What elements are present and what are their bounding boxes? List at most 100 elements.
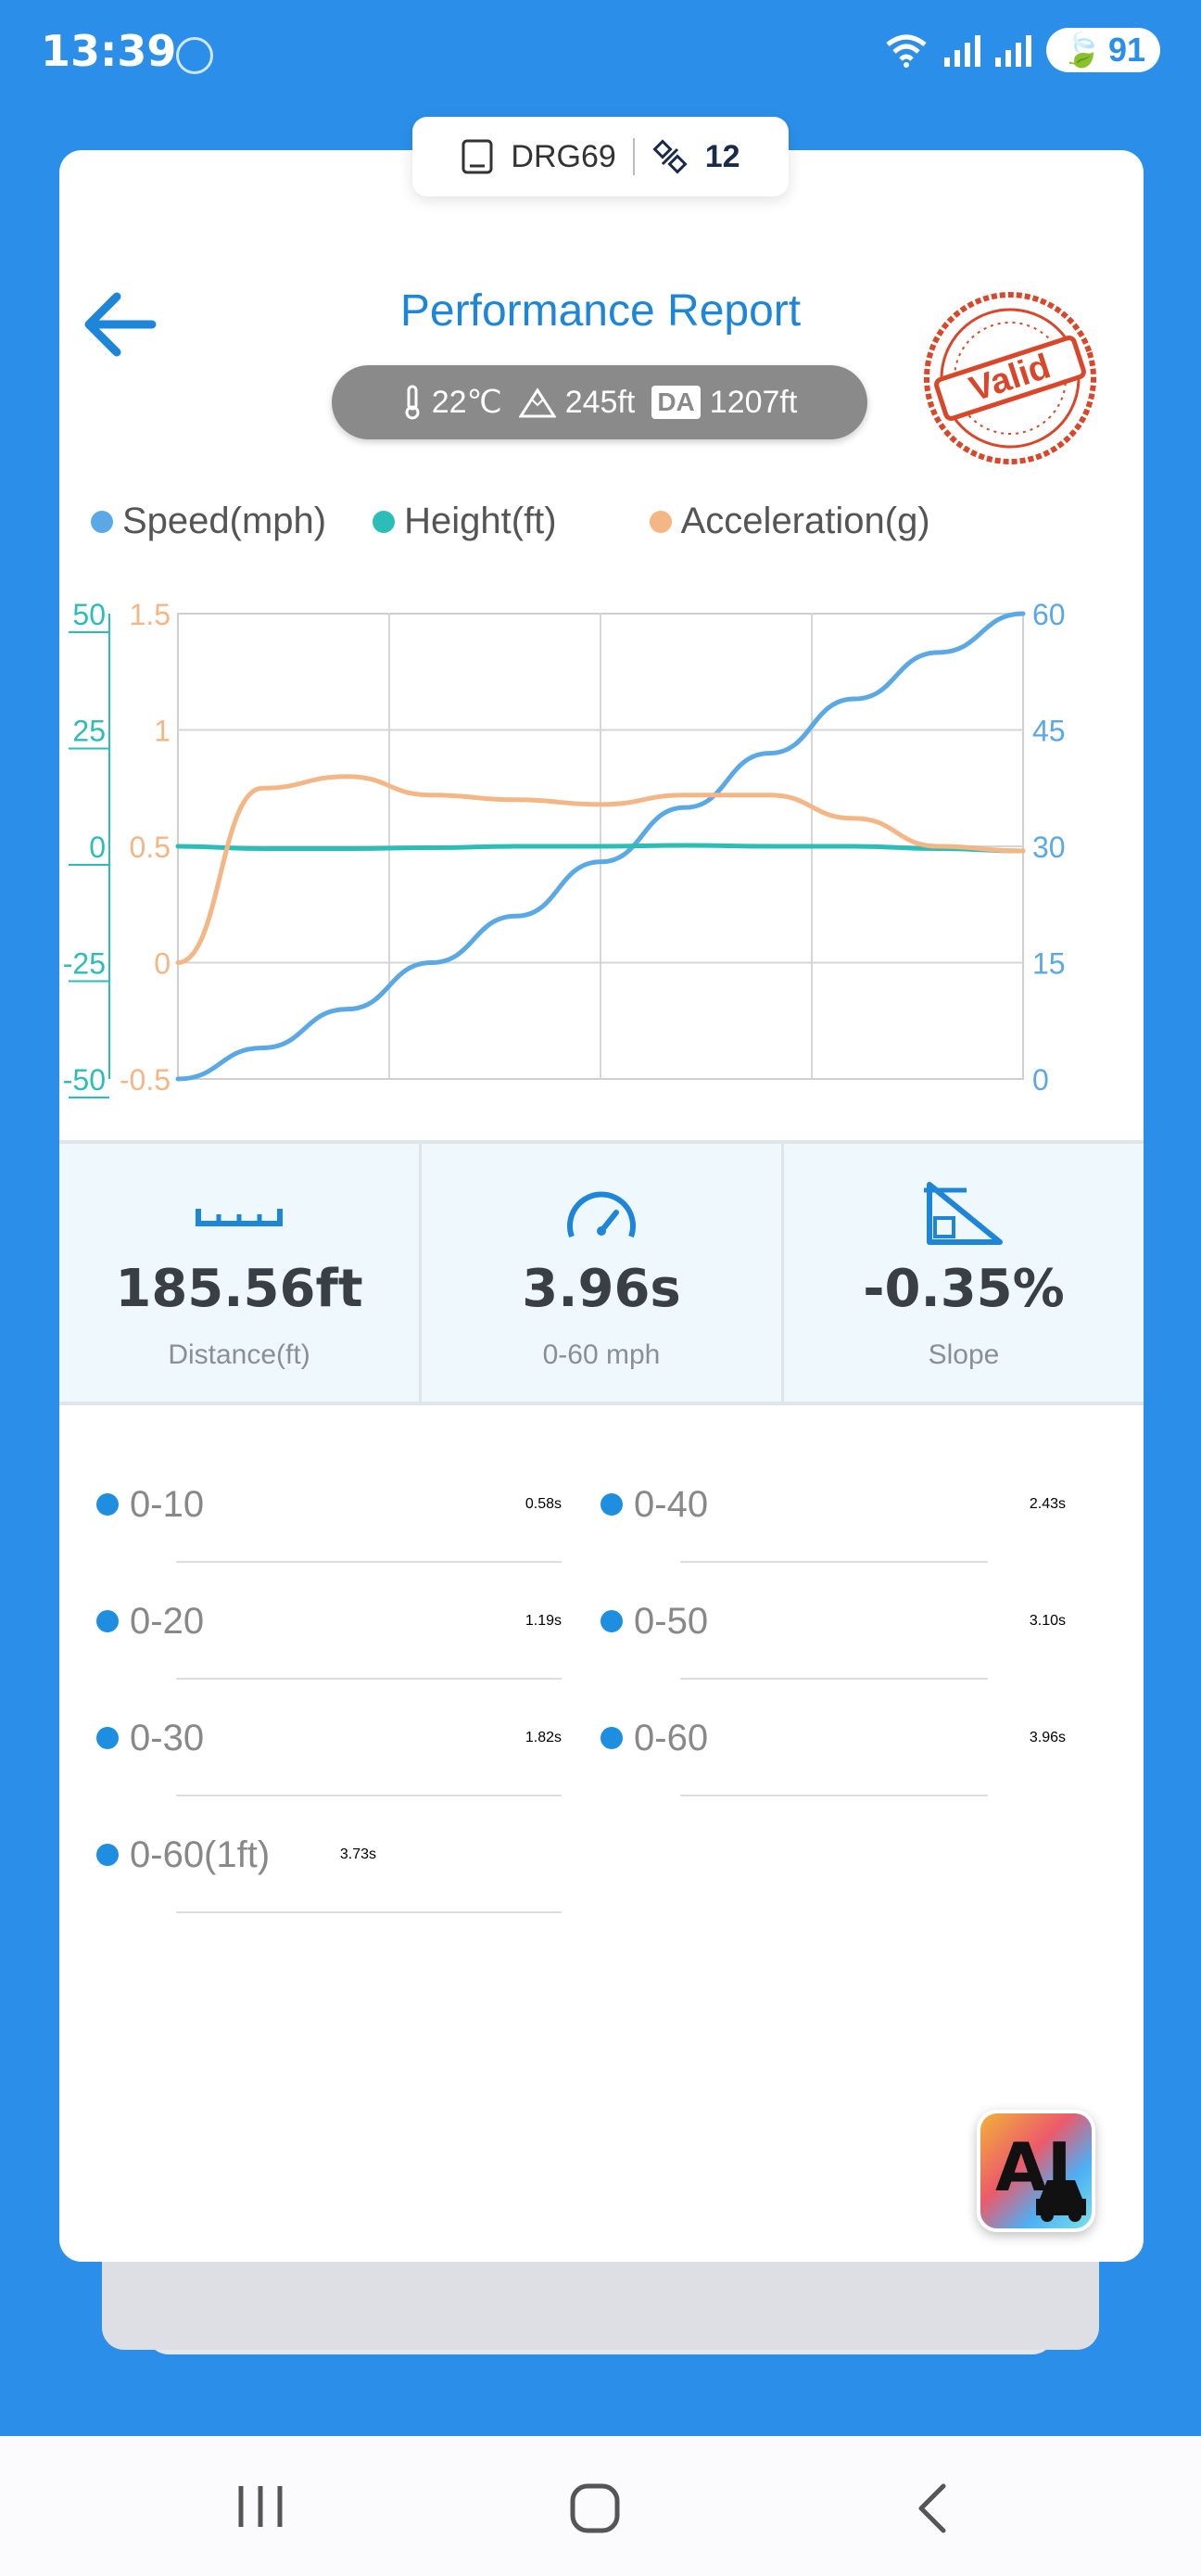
page-title: Performance Report (399, 286, 802, 336)
tick-label-height: -50 (63, 1063, 106, 1097)
signal-icon-1 (944, 33, 981, 67)
split-item: 0-30 1.82s (96, 1680, 562, 1796)
bullet-icon (600, 1610, 623, 1632)
split-item: 0-40 2.43s (600, 1446, 1066, 1563)
slope-label: Slope (928, 1339, 1000, 1370)
ruler-icon (196, 1209, 283, 1226)
tick-label-speed: 15 (1032, 947, 1066, 981)
split-item: 0-60 3.96s (600, 1680, 1066, 1796)
system-nav-bar (0, 2436, 1201, 2576)
zero-sixty-value: 3.96s (522, 1259, 681, 1319)
tick-label-speed: 0 (1032, 1063, 1049, 1097)
split-item: 0-20 1.19s (96, 1563, 562, 1680)
legend-item-speed[interactable]: Speed(mph) (91, 501, 326, 542)
legend-label: Height(ft) (404, 501, 557, 541)
series-line-left1 (175, 843, 1026, 854)
battery-level: 91 (1107, 31, 1145, 69)
valid-stamp-icon: Valid (924, 292, 1096, 464)
battery-indicator: 🍃 91 (1046, 28, 1160, 72)
tick-label-height: 25 (72, 715, 106, 748)
da-badge: DA (651, 386, 701, 419)
tick-label-speed: 45 (1032, 715, 1066, 748)
split-label: 0-10 (130, 1483, 205, 1525)
bullet-icon (600, 1727, 623, 1749)
stat-zero-sixty: 3.96s 0-60 mph (422, 1144, 784, 1402)
split-value: 3.73s (339, 1846, 376, 1862)
satellite-icon (652, 139, 688, 174)
device-icon (461, 139, 493, 174)
bullet-icon (600, 1493, 623, 1516)
zero-sixty-label: 0-60 mph (542, 1339, 661, 1370)
stats-panel: 185.56ft Distance(ft) 3.96s 0-60 mph -0.… (59, 1140, 1144, 1405)
chart-legend: Speed(mph) Height(ft) Acceleration(g) (91, 501, 977, 542)
legend-dot (91, 510, 113, 533)
split-value: 0.58s (525, 1496, 562, 1512)
status-bar: 13:39 🍃 91 (0, 0, 1201, 102)
back-arrow-icon[interactable] (80, 287, 158, 362)
series-line-left2 (175, 774, 1026, 965)
tick-label-height: 0 (89, 831, 106, 864)
tick-label-speed: 60 (1032, 598, 1066, 631)
stat-slope: -0.35% Slope (784, 1144, 1144, 1402)
bullet-icon (96, 1727, 119, 1749)
split-value: 3.10s (1029, 1613, 1066, 1629)
split-item: 0-60(1ft) 3.73s (96, 1796, 562, 1913)
density-altitude: 1207ft (709, 384, 798, 420)
tick-label-height: -25 (63, 947, 106, 981)
ai-assistant-button[interactable]: AI (977, 2110, 1095, 2232)
performance-chart: 50 25 0 -25 -50 1.5 1 0.5 0 -0.5 60 45 30 15 0 (63, 598, 1066, 1098)
split-label: 0-60(1ft) (130, 1834, 271, 1875)
legend-item-height[interactable]: Height(ft) (373, 501, 557, 542)
divider (680, 1561, 988, 1563)
satellite-count: 12 (704, 138, 740, 174)
divider (176, 1561, 562, 1563)
bullet-icon (96, 1610, 119, 1632)
status-icons: 🍃 91 (883, 28, 1160, 72)
car-icon (1036, 2180, 1086, 2222)
speedometer-icon (567, 1191, 636, 1238)
legend-label: Acceleration(g) (680, 501, 930, 541)
signal-icon-2 (995, 33, 1032, 67)
conditions-pill: 22℃ 245ft DA 1207ft (332, 365, 867, 439)
tick-label-acceleration: 1.5 (130, 598, 171, 631)
device-name: DRG69 (511, 138, 616, 174)
divider (680, 1678, 988, 1680)
legend-dot (649, 510, 672, 533)
notification-icon (176, 37, 213, 74)
tick-label-acceleration: 1 (154, 715, 171, 748)
split-value: 3.96s (1029, 1730, 1066, 1745)
series-line-right (175, 611, 1026, 1082)
split-item: 0-10 0.58s (96, 1446, 562, 1563)
split-label: 0-50 (634, 1600, 709, 1642)
chart-lines (175, 611, 1026, 1082)
altitude: 245ft (564, 384, 636, 420)
split-value: 1.19s (525, 1613, 562, 1629)
back-icon[interactable] (914, 2482, 951, 2534)
legend-item-acceleration[interactable]: Acceleration(g) (649, 501, 930, 542)
split-value: 1.82s (525, 1730, 562, 1745)
split-value: 2.43s (1029, 1496, 1066, 1512)
divider (176, 1911, 562, 1913)
split-label: 0-60 (634, 1717, 709, 1758)
home-icon[interactable] (569, 2482, 621, 2534)
bullet-icon (96, 1493, 119, 1516)
recent-apps-icon[interactable] (235, 2482, 285, 2531)
split-label: 0-20 (130, 1600, 205, 1642)
split-item: 0-50 3.10s (600, 1563, 1066, 1680)
split-label: 0-30 (130, 1717, 205, 1758)
temperature: 22℃ (431, 385, 502, 420)
legend-label: Speed(mph) (122, 501, 327, 541)
legend-dot (373, 510, 396, 533)
divider (176, 1678, 562, 1680)
chart-axes: 50 25 0 -25 -50 1.5 1 0.5 0 -0.5 60 45 30 15 0 (63, 598, 1066, 1098)
thermometer-icon (405, 385, 420, 420)
leaf-icon: 🍃 (1061, 31, 1103, 69)
distance-label: Distance(ft) (168, 1339, 310, 1370)
tick-label-acceleration: -0.5 (120, 1063, 171, 1097)
device-pill[interactable]: DRG69 12 (412, 117, 789, 197)
split-label: 0-40 (634, 1483, 709, 1525)
slope-icon (924, 1182, 1003, 1245)
tick-label-acceleration: 0.5 (130, 831, 171, 864)
stat-distance: 185.56ft Distance(ft) (59, 1144, 422, 1402)
tick-label-speed: 30 (1032, 831, 1066, 864)
